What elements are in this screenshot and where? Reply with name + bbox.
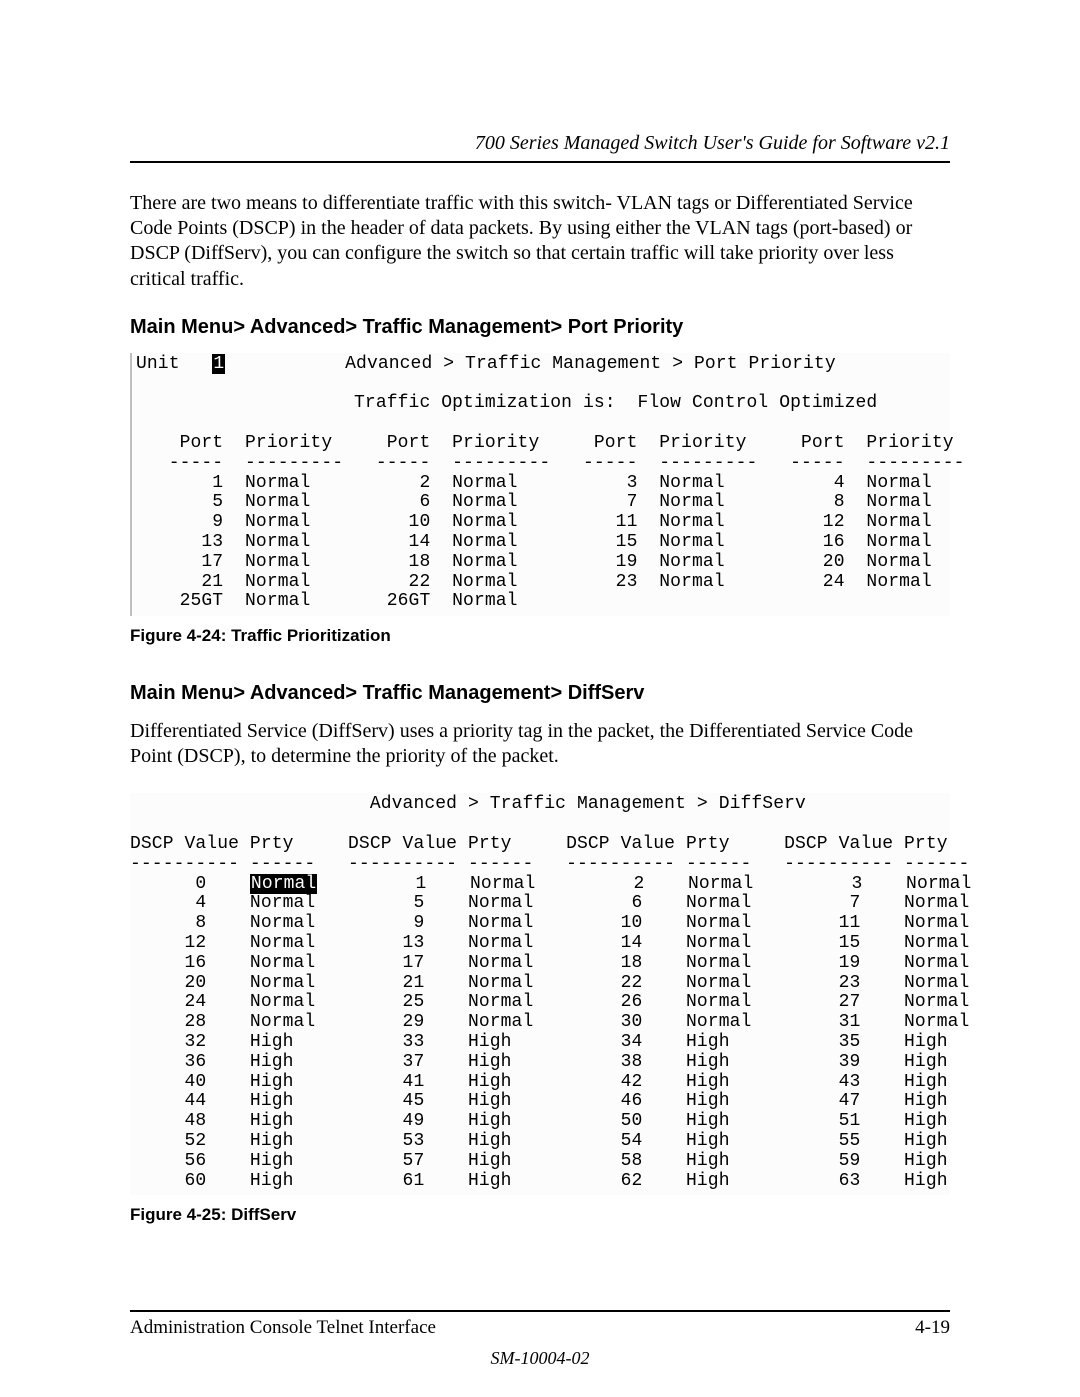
footer-row: Administration Console Telnet Interface … [130,1317,950,1339]
header-rule [130,161,950,163]
section2-paragraph: Differentiated Service (DiffServ) uses a… [130,719,950,769]
running-header: 700 Series Managed Switch User's Guide f… [130,132,950,155]
footer-right: 4-19 [915,1317,950,1339]
doc-id: SM-10004-02 [0,1348,1080,1369]
intro-paragraph: There are two means to differentiate tra… [130,191,950,292]
section1-heading: Main Menu> Advanced> Traffic Management>… [130,316,950,339]
footer-left: Administration Console Telnet Interface [130,1317,436,1339]
section2-heading: Main Menu> Advanced> Traffic Management>… [130,682,950,705]
page: 700 Series Managed Switch User's Guide f… [0,0,1080,1397]
port-priority-terminal: Unit 1 Advanced > Traffic Management > P… [130,353,950,616]
footer-rule [130,1310,950,1312]
diffserv-terminal: Advanced > Traffic Management > DiffServ… [130,793,950,1195]
figure-4-24-caption: Figure 4-24: Traffic Prioritization [130,626,950,646]
figure-4-25-caption: Figure 4-25: DiffServ [130,1205,950,1225]
